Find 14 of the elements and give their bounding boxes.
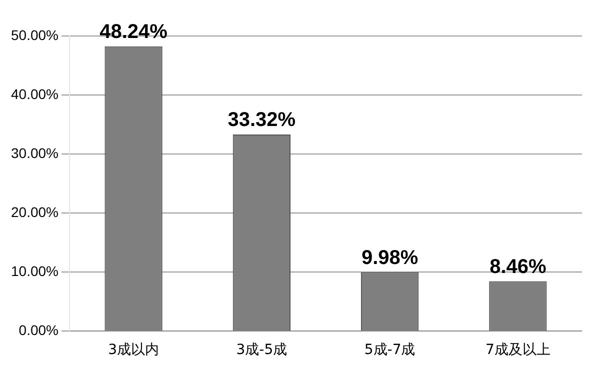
x-tick-label: 5成-7成 bbox=[364, 342, 416, 358]
y-tick-label: 10.00% bbox=[11, 263, 58, 280]
data-label: 9.98% bbox=[361, 246, 418, 269]
x-tick-label: 3成以内 bbox=[108, 342, 160, 358]
y-tick-label: 20.00% bbox=[11, 204, 58, 220]
data-label: 8.46% bbox=[490, 256, 546, 278]
y-tick-label: 30.00% bbox=[11, 144, 58, 161]
data-label: 48.24% bbox=[100, 20, 168, 43]
y-tick-label: 50.00% bbox=[11, 26, 58, 43]
data-label: 33.32% bbox=[228, 108, 296, 131]
x-tick-label: 7成及以上 bbox=[485, 342, 550, 358]
x-tick-label: 3成-5成 bbox=[236, 342, 288, 358]
y-tick-label: 40.00% bbox=[11, 86, 58, 102]
y-tick-label: 0.00% bbox=[18, 322, 58, 338]
